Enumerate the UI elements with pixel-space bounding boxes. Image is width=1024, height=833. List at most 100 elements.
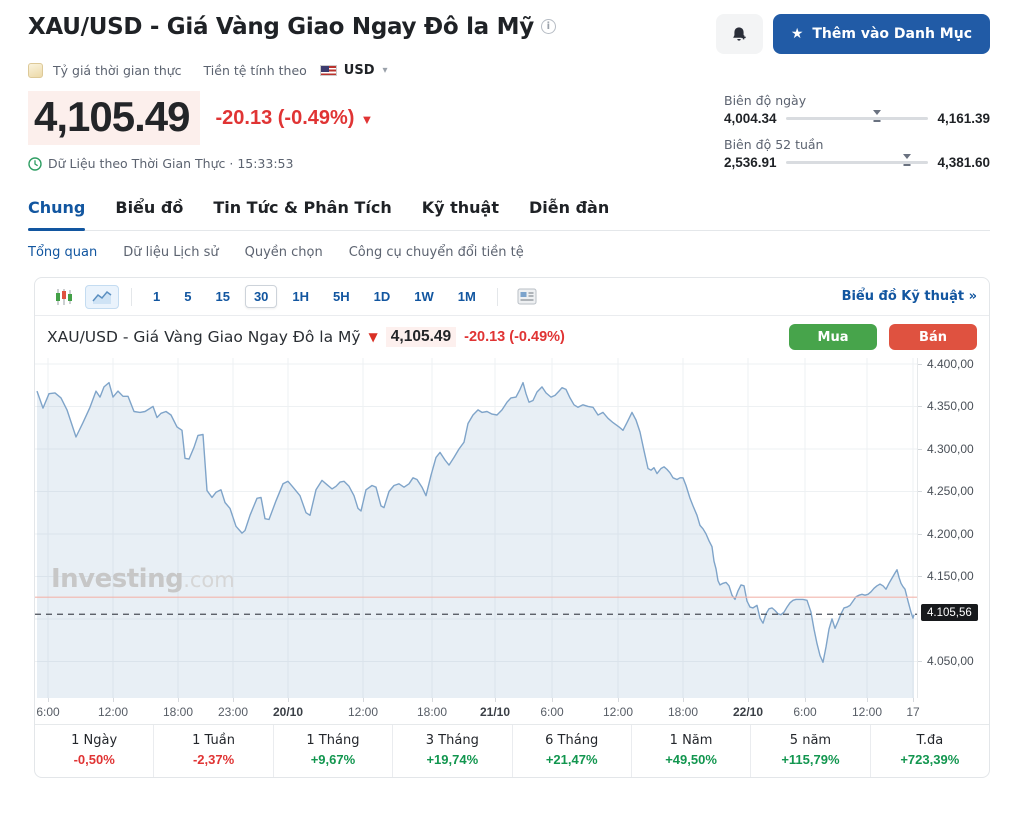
x-axis-tick [805,698,806,702]
down-arrow-icon: ▼ [360,111,374,127]
performance-6-thang[interactable]: 6 Tháng +21,47% [511,725,631,777]
x-axis-tick [867,698,868,702]
current-price-badge: 4.105,56 [921,604,978,622]
x-axis-tick [913,698,914,702]
ranges-panel: Biên độ ngày 4,004.34 4,161.39 Biên độ 5… [724,91,990,171]
y-axis-label: 4.250,00 [918,484,974,499]
candlestick-chart-button[interactable] [47,285,81,309]
header: XAU/USD - Giá Vàng Giao Ngay Đô la Mỹ i … [28,14,990,54]
week52-range: Biên độ 52 tuần 2,536.91 4,381.60 [724,137,990,170]
day-range-low: 4,004.34 [724,111,777,126]
x-axis-label: 18:00 [416,705,448,719]
buy-button[interactable]: Mua [789,324,877,350]
price-scale[interactable]: 4.400,00 4.350,00 4.300,00 4.250,00 4.200,00… [917,357,988,698]
x-axis-label: 20/10 [272,705,304,719]
timeframe-1m-button[interactable]: 1M [449,285,485,308]
performance-5-nam[interactable]: 5 năm +115,79% [750,725,869,777]
y-axis-label: 4.200,00 [918,526,974,541]
main-tabs: Chung Biểu đồ Tin Tức & Phân Tích Kỹ thuật D… [28,198,990,231]
performance-value: +9,67% [310,752,356,767]
performance-3-thang[interactable]: 3 Tháng +19,74% [392,725,511,777]
performance-period-label: 1 Năm [669,733,713,748]
performance-value: +19,74% [426,752,479,767]
star-icon: ★ [790,26,804,42]
x-axis-tick [495,698,496,702]
down-arrow-icon: ▼ [368,330,378,344]
x-axis-tick [683,698,684,702]
week52-range-stem [903,164,911,166]
timeframe-1h-button[interactable]: 1H [283,285,318,308]
tab-dien-an[interactable]: Diễn đàn [528,198,610,217]
x-axis-tick [552,698,553,702]
x-axis-label: 6:00 [36,705,60,719]
price-change-text: -20.13 (-0.49%) [215,106,355,129]
timeframe-1d-button[interactable]: 1D [365,285,400,308]
x-axis-label: 12:00 [602,705,634,719]
chevron-down-icon[interactable]: ▾ [382,65,388,76]
x-axis-tick [618,698,619,702]
area-chart-button[interactable] [85,284,119,309]
price-area-fill [37,382,914,698]
tab-tin-tuc-phan-tich[interactable]: Tin Tức & Phân Tích [213,198,392,217]
day-range-marker [873,110,881,115]
header-actions: ★ Thêm vào Danh Mục [715,14,990,54]
news-overlay-button[interactable] [510,285,544,309]
week52-range-low: 2,536.91 [724,155,777,170]
tab-bieu-o[interactable]: Biểu đồ [115,198,184,217]
technical-chart-link[interactable]: Biểu đồ Kỹ thuật » [841,289,977,304]
day-range-slider [785,110,929,122]
divider [496,287,498,306]
x-axis-label: 21/10 [479,705,511,719]
realtime-rate-label: Tỷ giá thời gian thực [53,63,182,78]
timeframe-5-button[interactable]: 5 [175,285,200,308]
x-axis-label: 18:00 [162,705,194,719]
quote-left: 4,105.49 -20.13 (-0.49%) ▼ Dữ Liệu theo T… [28,91,373,171]
currency-in-label: Tiền tệ tính theo [203,63,307,78]
performance-1-tuan[interactable]: 1 Tuần -2,37% [153,725,272,777]
tab-ky-thuat[interactable]: Kỹ thuật [421,198,499,217]
x-axis-label: 12:00 [851,705,883,719]
x-axis-tick [363,698,364,702]
x-axis-label: 22/10 [732,705,764,719]
sell-button[interactable]: Bán [889,324,977,350]
y-axis-label: 4.150,00 [918,569,974,584]
y-axis-label: 4.050,00 [918,654,974,669]
chart-header: XAU/USD - Giá Vàng Giao Ngay Đô la Mỹ ▼ … [35,316,989,358]
x-axis-tick [233,698,234,702]
week52-range-slider [785,154,929,166]
subtab-du-lieu-lich-su[interactable]: Dữ liệu Lịch sử [123,245,219,260]
timeframe-group: 1 5 15 30 1H 5H 1D 1W 1M [144,285,485,308]
watchlist-button-label: Thêm vào Danh Mục [812,26,972,42]
x-axis-label: 6:00 [540,705,564,719]
last-price: 4,105.49 [28,91,200,145]
timeframe-1w-button[interactable]: 1W [405,285,443,308]
chart-toolbar: 1 5 15 30 1H 5H 1D 1W 1M Biểu đồ Kỹ thuật » [35,278,989,316]
price-line [36,381,915,663]
price-chart-plot[interactable]: Investing.com [35,358,917,698]
clock-icon [28,156,42,171]
info-icon[interactable]: i [540,19,556,34]
performance-1-nam[interactable]: 1 Năm +49,50% [630,725,750,777]
add-to-watchlist-button[interactable]: ★ Thêm vào Danh Mục [772,14,990,54]
performance-t-a[interactable]: T.đa +723,39% [869,725,989,777]
subtab-cong-cu-chuyen-oi-tien-te[interactable]: Công cụ chuyển đổi tiền tệ [348,245,524,260]
tab-chung[interactable]: Chung [28,198,86,231]
subtab-tong-quan[interactable]: Tổng quan [28,245,98,260]
x-axis-tick [113,698,114,702]
performance-1-thang[interactable]: 1 Tháng +9,67% [272,725,392,777]
x-axis-tick [748,698,749,702]
timeframe-1-button[interactable]: 1 [144,285,169,308]
create-alert-button[interactable] [715,14,763,54]
performance-value: +49,50% [665,752,717,767]
currency-selector[interactable]: USD [343,63,375,78]
instrument-meta: Tỷ giá thời gian thực Tiền tệ tính theo … [28,63,990,78]
y-axis-label: 4.350,00 [918,399,974,414]
performance-period-label: T.đa [916,733,944,748]
time-axis[interactable]: 6:00 12:00 18:00 23:00 20/10 12:00 18:00 21/10 6… [35,698,989,724]
timeframe-30-button[interactable]: 30 [244,285,278,308]
performance-1-ngay[interactable]: 1 Ngày -0,50% [35,725,153,777]
timeframe-15-button[interactable]: 15 [206,285,238,308]
x-axis-label: 23:00 [217,705,249,719]
subtab-quyen-chon[interactable]: Quyền chọn [244,245,323,260]
timeframe-5h-button[interactable]: 5H [324,285,359,308]
